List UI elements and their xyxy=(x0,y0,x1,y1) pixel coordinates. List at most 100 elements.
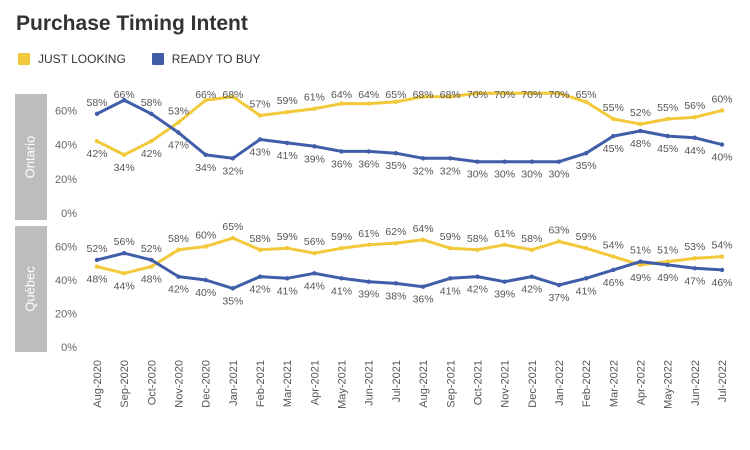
data-label-que-bec-ready-to-buy: 39% xyxy=(358,289,379,301)
data-label-que-bec-just-looking: 58% xyxy=(250,233,271,245)
data-label-que-bec-just-looking: 44% xyxy=(114,280,135,292)
x-tick-label: Jan-2021 xyxy=(228,360,240,406)
data-point-ontario-just-looking xyxy=(611,116,616,122)
data-point-ontario-ready-to-buy xyxy=(94,111,100,117)
legend-label-ready-to-buy: READY TO BUY xyxy=(171,52,261,66)
data-label-que-bec-ready-to-buy: 51% xyxy=(630,245,651,257)
data-label-ontario-ready-to-buy: 30% xyxy=(494,169,515,181)
data-point-que-bec-just-looking xyxy=(366,242,371,248)
data-label-ontario-ready-to-buy: 32% xyxy=(413,165,434,177)
data-label-que-bec-just-looking: 54% xyxy=(711,240,732,252)
data-label-ontario-ready-to-buy: 43% xyxy=(250,146,271,158)
data-point-ontario-ready-to-buy xyxy=(257,137,263,142)
data-label-ontario-ready-to-buy: 32% xyxy=(440,165,461,177)
data-label-que-bec-just-looking: 59% xyxy=(277,231,298,243)
data-point-ontario-just-looking xyxy=(665,116,670,122)
data-label-ontario-ready-to-buy: 45% xyxy=(603,143,624,155)
data-point-que-bec-just-looking xyxy=(176,247,181,253)
data-point-que-bec-ready-to-buy xyxy=(339,276,344,281)
data-label-ontario-ready-to-buy: 45% xyxy=(657,143,678,155)
data-point-ontario-ready-to-buy xyxy=(420,156,426,161)
y-tick-label: 20% xyxy=(55,309,77,321)
y-tick-label: 40% xyxy=(55,275,77,287)
data-label-que-bec-just-looking: 58% xyxy=(521,233,542,245)
data-point-que-bec-ready-to-buy xyxy=(203,277,208,283)
data-label-ontario-ready-to-buy: 35% xyxy=(385,160,406,172)
x-tick-label: Dec-2020 xyxy=(201,360,213,408)
x-tick-label: May-2022 xyxy=(663,360,675,409)
data-label-ontario-just-looking: 68% xyxy=(440,89,461,101)
data-point-que-bec-ready-to-buy xyxy=(719,267,725,273)
x-tick-label: Nov-2021 xyxy=(500,360,512,408)
data-point-ontario-just-looking xyxy=(366,101,371,106)
data-point-ontario-just-looking xyxy=(121,152,127,158)
data-point-ontario-ready-to-buy xyxy=(230,156,236,161)
data-label-que-bec-just-looking: 48% xyxy=(141,274,162,286)
x-tick-label: May-2021 xyxy=(337,360,349,409)
data-label-que-bec-just-looking: 64% xyxy=(413,223,434,235)
data-label-ontario-ready-to-buy: 39% xyxy=(304,153,325,165)
x-tick-label: Sep-2021 xyxy=(445,360,457,408)
data-point-que-bec-ready-to-buy xyxy=(665,262,670,268)
data-point-ontario-ready-to-buy xyxy=(366,149,371,154)
y-tick-label: 20% xyxy=(55,174,77,186)
data-label-que-bec-ready-to-buy: 42% xyxy=(521,284,542,296)
x-tick-label: Aug-2021 xyxy=(418,360,430,408)
data-label-que-bec-just-looking: 61% xyxy=(358,228,379,240)
data-point-que-bec-just-looking xyxy=(611,254,616,259)
data-point-ontario-just-looking xyxy=(149,138,154,144)
data-point-ontario-ready-to-buy xyxy=(583,150,589,156)
data-label-ontario-just-looking: 55% xyxy=(657,102,678,114)
data-label-ontario-just-looking: 55% xyxy=(603,102,624,114)
data-label-que-bec-just-looking: 59% xyxy=(576,231,597,243)
data-point-ontario-just-looking xyxy=(719,108,725,113)
data-label-que-bec-just-looking: 58% xyxy=(467,233,488,245)
x-tick-label: Jun-2022 xyxy=(690,360,702,406)
data-label-ontario-ready-to-buy: 30% xyxy=(467,169,488,181)
data-point-ontario-ready-to-buy xyxy=(121,97,127,103)
data-label-que-bec-just-looking: 49% xyxy=(630,272,651,284)
legend-item-ready-to-buy: READY TO BUY xyxy=(151,52,261,66)
x-tick-label: Feb-2022 xyxy=(581,360,593,407)
data-label-ontario-just-looking: 42% xyxy=(141,148,162,160)
data-point-ontario-ready-to-buy xyxy=(529,159,534,164)
data-label-ontario-ready-to-buy: 58% xyxy=(86,97,107,109)
data-label-ontario-just-looking: 56% xyxy=(684,100,705,112)
data-point-que-bec-just-looking xyxy=(502,242,507,248)
panel-strip-ontario xyxy=(15,94,47,220)
x-tick-label: Dec-2021 xyxy=(527,360,539,408)
panel-strip-que-bec xyxy=(15,226,47,352)
data-point-ontario-just-looking xyxy=(475,91,480,96)
data-point-ontario-just-looking xyxy=(230,94,236,99)
data-label-ontario-just-looking: 70% xyxy=(521,89,542,101)
x-tick-label: Oct-2021 xyxy=(472,360,484,405)
data-point-que-bec-ready-to-buy xyxy=(692,266,698,271)
data-point-ontario-ready-to-buy xyxy=(393,150,399,156)
data-label-ontario-ready-to-buy: 47% xyxy=(168,140,189,152)
data-point-que-bec-ready-to-buy xyxy=(529,274,534,279)
data-label-ontario-just-looking: 68% xyxy=(413,89,434,101)
data-point-que-bec-ready-to-buy xyxy=(366,279,371,284)
data-point-que-bec-just-looking xyxy=(121,271,127,276)
data-label-que-bec-just-looking: 53% xyxy=(684,241,705,253)
data-label-ontario-just-looking: 70% xyxy=(548,89,569,101)
data-point-que-bec-just-looking xyxy=(285,245,290,251)
data-point-que-bec-ready-to-buy xyxy=(149,257,154,263)
data-point-ontario-ready-to-buy xyxy=(312,144,317,149)
data-label-que-bec-ready-to-buy: 41% xyxy=(277,285,298,297)
data-point-ontario-just-looking xyxy=(312,106,317,111)
data-label-ontario-ready-to-buy: 36% xyxy=(331,158,352,170)
data-point-ontario-just-looking xyxy=(203,97,208,103)
data-label-que-bec-ready-to-buy: 52% xyxy=(86,243,107,255)
data-label-que-bec-ready-to-buy: 42% xyxy=(168,284,189,296)
data-label-que-bec-ready-to-buy: 38% xyxy=(385,290,406,302)
data-point-que-bec-ready-to-buy xyxy=(176,274,181,279)
series-line-que-bec-ready-to-buy xyxy=(95,251,724,290)
data-point-que-bec-ready-to-buy xyxy=(94,257,100,263)
data-point-que-bec-just-looking xyxy=(448,245,453,251)
data-point-que-bec-ready-to-buy xyxy=(448,276,453,281)
data-point-ontario-just-looking xyxy=(638,121,643,127)
data-label-ontario-ready-to-buy: 41% xyxy=(277,150,298,162)
data-label-que-bec-just-looking: 63% xyxy=(548,224,569,236)
data-point-que-bec-ready-to-buy xyxy=(583,276,589,281)
